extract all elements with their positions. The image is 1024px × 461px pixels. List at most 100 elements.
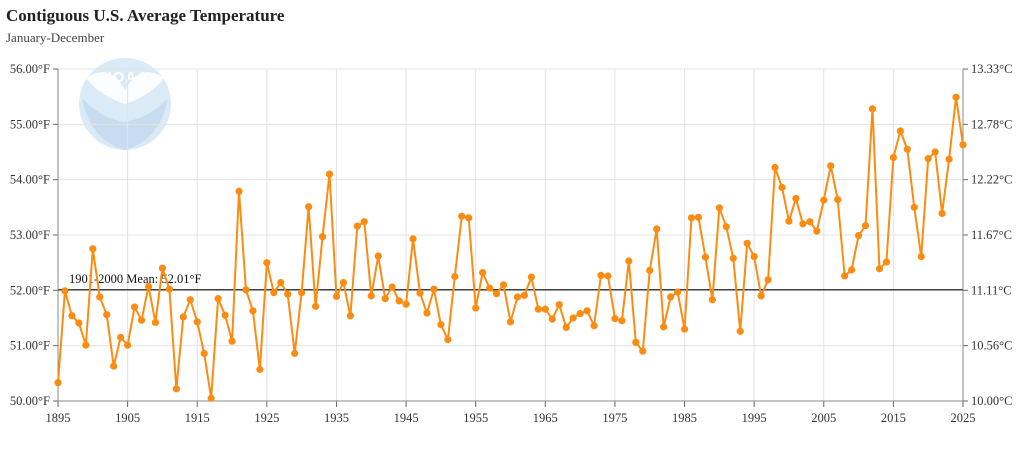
- data-point: [89, 245, 97, 253]
- data-point: [667, 293, 675, 301]
- data-point: [771, 163, 779, 172]
- data-point: [305, 203, 313, 211]
- data-point: [673, 288, 682, 296]
- data-point: [632, 338, 640, 346]
- data-point: [576, 309, 584, 318]
- data-point: [534, 305, 542, 313]
- data-point: [179, 313, 187, 321]
- data-point: [875, 265, 884, 273]
- data-point: [722, 223, 730, 231]
- data-point: [625, 257, 633, 265]
- data-point: [924, 155, 932, 163]
- data-point: [110, 362, 118, 370]
- mean-line-label: 1901-2000 Mean: 52.01°F: [69, 272, 201, 286]
- data-point: [813, 227, 821, 235]
- x-tick-label: 1955: [463, 411, 488, 425]
- data-point: [520, 291, 529, 299]
- data-point: [228, 337, 236, 345]
- data-point: [263, 259, 271, 267]
- data-point: [221, 311, 229, 319]
- data-point: [660, 323, 668, 331]
- chart-title: Contiguous U.S. Average Temperature: [6, 6, 285, 25]
- y-right-tick-label: 12.22°C: [971, 173, 1012, 187]
- data-point: [952, 93, 960, 101]
- x-tick-label: 2025: [951, 411, 976, 425]
- data-point: [778, 183, 786, 192]
- data-point: [360, 218, 368, 226]
- chart-subtitle: January-December: [6, 30, 105, 45]
- data-point: [604, 272, 612, 280]
- data-point: [311, 302, 320, 310]
- noaa-logo-text: NOAA: [101, 69, 149, 86]
- data-point: [451, 272, 459, 281]
- data-point: [945, 155, 953, 163]
- noaa-logo: NOAA: [79, 58, 171, 150]
- data-point: [848, 266, 856, 274]
- data-point: [151, 318, 160, 327]
- data-point: [346, 312, 354, 320]
- data-point: [381, 295, 389, 303]
- y-left-tick-label: 51.00°F: [10, 339, 50, 353]
- data-point: [249, 307, 257, 315]
- y-left-tick-label: 50.00°F: [10, 394, 50, 408]
- data-point: [736, 327, 744, 335]
- data-point: [409, 235, 417, 243]
- data-point: [653, 225, 661, 233]
- data-point: [820, 196, 828, 204]
- data-point: [868, 105, 877, 113]
- data-point: [437, 321, 445, 329]
- data-point: [611, 314, 619, 323]
- data-point: [284, 290, 292, 298]
- data-point: [743, 239, 751, 247]
- data-point: [200, 349, 208, 358]
- data-point: [841, 272, 849, 280]
- data-point: [917, 252, 925, 261]
- data-point: [423, 309, 431, 317]
- data-point: [541, 305, 549, 313]
- data-point: [256, 365, 264, 374]
- data-point: [465, 214, 473, 222]
- data-point: [367, 292, 375, 300]
- data-point: [959, 141, 967, 149]
- data-point: [764, 276, 772, 284]
- data-point: [910, 203, 918, 211]
- data-point: [646, 266, 654, 275]
- data-point: [130, 303, 139, 311]
- data-point: [896, 127, 904, 135]
- data-point: [708, 296, 716, 304]
- data-point: [806, 218, 814, 226]
- data-point: [472, 304, 480, 312]
- x-tick-label: 1985: [672, 411, 697, 425]
- data-point: [61, 287, 69, 295]
- data-point: [353, 222, 361, 230]
- data-point: [792, 194, 800, 203]
- x-tick-label: 1915: [185, 411, 210, 425]
- data-point: [548, 315, 556, 323]
- data-point: [214, 295, 222, 303]
- x-tick-label: 1995: [742, 411, 767, 425]
- data-point: [172, 385, 180, 393]
- y-right-tick-label: 10.56°C: [971, 339, 1012, 353]
- data-point: [583, 307, 591, 315]
- data-point: [882, 258, 891, 266]
- y-left-tick-label: 52.00°F: [10, 283, 50, 297]
- y-right-tick-label: 11.67°C: [971, 228, 1012, 242]
- data-point: [931, 148, 939, 156]
- data-point: [325, 170, 334, 178]
- y-right-tick-label: 11.11°C: [971, 283, 1012, 297]
- x-tick-label: 2005: [811, 411, 836, 425]
- temperature-series-line: [57, 96, 964, 400]
- data-point: [492, 290, 501, 298]
- y-left-tick-label: 54.00°F: [10, 173, 50, 187]
- data-point: [137, 316, 146, 324]
- data-point: [687, 214, 696, 222]
- data-point: [395, 297, 403, 305]
- data-point: [117, 333, 125, 341]
- data-point: [590, 322, 598, 330]
- data-point: [103, 311, 111, 319]
- data-point: [374, 252, 382, 260]
- y-left-tick-label: 55.00°F: [10, 117, 50, 131]
- data-point: [277, 278, 285, 287]
- data-point: [96, 293, 104, 301]
